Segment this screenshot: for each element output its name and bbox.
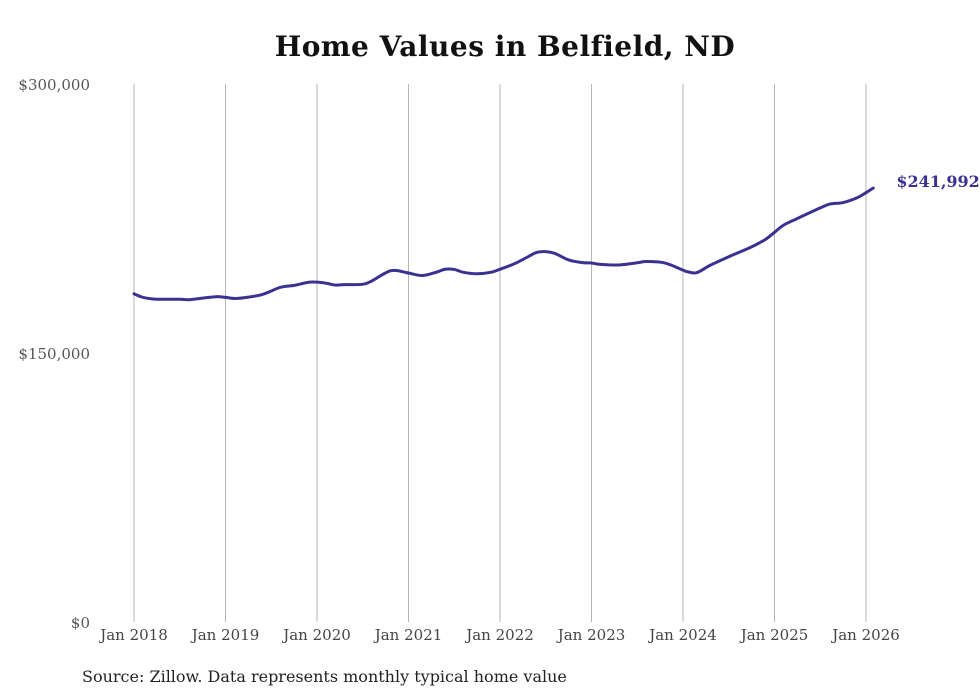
end-value-label: $241,992	[896, 172, 980, 191]
vertical-gridlines	[133, 84, 867, 622]
series-layer: $241,992	[132, 172, 980, 302]
y-axis-ticks: $0 $150,000 $300,000	[18, 76, 90, 632]
x-tick-label: Jan 2023	[556, 626, 626, 644]
x-tick-label: Jan 2018	[98, 626, 168, 644]
series-line-home-value	[132, 186, 875, 302]
x-tick-label: Jan 2019	[190, 626, 260, 644]
y-tick-label: $300,000	[18, 76, 90, 94]
x-tick-label: Jan 2022	[464, 626, 534, 644]
x-axis-ticks: Jan 2018 Jan 2019 Jan 2020 Jan 2021 Jan 2022…	[98, 626, 900, 644]
x-tick-label: Jan 2020	[281, 626, 351, 644]
x-tick-label: Jan 2025	[739, 626, 809, 644]
source-note: Source: Zillow. Data represents monthly …	[82, 667, 567, 686]
y-tick-label: $150,000	[18, 345, 90, 363]
x-tick-label: Jan 2024	[647, 626, 717, 644]
chart-title: Home Values in Belfield, ND	[274, 30, 736, 63]
x-tick-label: Jan 2021	[373, 626, 443, 644]
x-tick-label: Jan 2026	[830, 626, 900, 644]
y-tick-label: $0	[71, 614, 90, 632]
